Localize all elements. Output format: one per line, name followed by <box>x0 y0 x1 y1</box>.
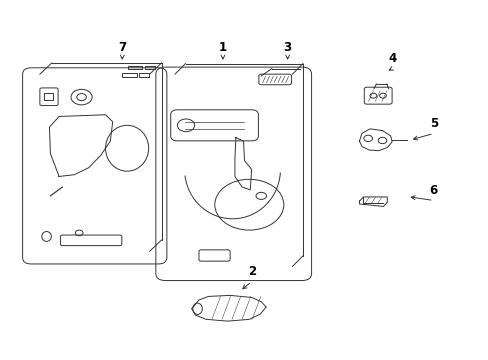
Text: 1: 1 <box>219 41 226 54</box>
Bar <box>44 93 53 100</box>
Bar <box>122 73 137 77</box>
Text: 7: 7 <box>118 41 126 54</box>
Text: 2: 2 <box>247 265 255 278</box>
Text: 6: 6 <box>429 184 437 197</box>
Text: 5: 5 <box>429 117 437 130</box>
Bar <box>145 66 155 69</box>
Bar <box>128 66 142 69</box>
Text: 3: 3 <box>283 41 291 54</box>
Text: 4: 4 <box>388 52 396 65</box>
Bar <box>139 73 148 77</box>
